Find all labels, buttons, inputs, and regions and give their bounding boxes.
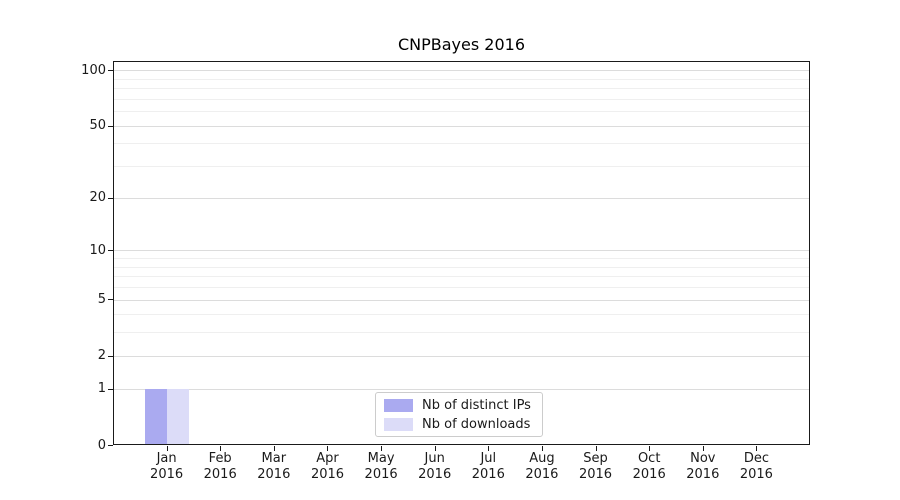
- y-tick-mark: [108, 198, 113, 199]
- x-tick-mark: [327, 446, 328, 451]
- x-axis-tick-label: Jul 2016: [471, 451, 505, 482]
- y-axis-tick-label: 1: [97, 381, 106, 397]
- x-axis-tick-label: Oct 2016: [632, 451, 666, 482]
- minor-gridline: [114, 143, 809, 145]
- x-axis-tick-label: Jan 2016: [150, 451, 184, 482]
- legend-swatch-distinct-ips: [384, 398, 413, 412]
- x-axis-tick-label: Apr 2016: [310, 451, 345, 482]
- x-axis-tick-label: Jun 2016: [418, 451, 452, 482]
- y-tick-mark: [108, 299, 113, 300]
- x-tick-mark: [274, 446, 275, 451]
- y-axis-tick-label: 5: [97, 292, 106, 307]
- y-axis-tick-label: 20: [89, 190, 106, 206]
- y-tick-mark: [108, 126, 113, 127]
- minor-gridline: [114, 332, 809, 334]
- minor-gridline: [114, 98, 809, 100]
- x-axis-tick-label: May 2016: [364, 451, 398, 482]
- x-tick-mark: [756, 446, 757, 451]
- bar-distinct-ips: [144, 388, 167, 445]
- major-gridline: [114, 197, 809, 199]
- x-axis-tick-label: Sep 2016: [578, 451, 613, 482]
- x-tick-mark: [542, 446, 543, 451]
- y-axis-tick-label: 0: [97, 437, 106, 453]
- plot-border: [113, 61, 810, 445]
- legend-swatch-downloads: [384, 417, 413, 431]
- y-axis-tick-label: 100: [81, 62, 106, 78]
- x-tick-mark: [596, 446, 597, 451]
- x-tick-mark: [381, 446, 382, 451]
- x-tick-mark: [435, 446, 436, 451]
- y-axis-tick-label: 2: [97, 348, 106, 364]
- major-gridline: [114, 250, 809, 252]
- minor-gridline: [114, 266, 809, 268]
- x-tick-mark: [649, 446, 650, 451]
- minor-gridline: [114, 78, 809, 80]
- major-gridline: [114, 70, 809, 72]
- minor-gridline: [114, 88, 809, 89]
- legend: Nb of distinct IPs Nb of downloads: [375, 392, 543, 437]
- x-tick-mark: [167, 446, 168, 451]
- major-gridline: [114, 388, 809, 390]
- y-tick-mark: [108, 356, 113, 357]
- x-tick-mark: [220, 446, 221, 451]
- bar-downloads: [166, 388, 189, 445]
- major-gridline: [114, 125, 809, 127]
- y-tick-mark: [108, 250, 113, 251]
- minor-gridline: [114, 111, 809, 113]
- minor-gridline: [114, 314, 809, 316]
- x-axis-tick-label: Mar 2016: [257, 451, 291, 482]
- legend-label-distinct-ips: Nb of distinct IPs: [422, 397, 531, 413]
- minor-gridline: [114, 258, 809, 259]
- minor-gridline: [114, 166, 809, 168]
- y-axis-tick-label: 50: [89, 118, 106, 134]
- y-tick-mark: [108, 445, 113, 446]
- x-axis-tick-label: Feb 2016: [203, 451, 237, 482]
- y-tick-mark: [108, 389, 113, 390]
- legend-item-downloads: Nb of downloads: [384, 417, 542, 432]
- legend-label-downloads: Nb of downloads: [422, 416, 531, 432]
- minor-gridline: [114, 286, 809, 288]
- major-gridline: [114, 355, 809, 357]
- minor-gridline: [114, 276, 809, 278]
- x-axis-tick-label: Aug 2016: [525, 451, 559, 482]
- x-axis-tick-label: Dec 2016: [739, 451, 773, 482]
- x-axis-tick-label: Nov 2016: [686, 451, 720, 482]
- y-axis-tick-label: 10: [89, 242, 106, 258]
- chart-title: CNPBayes 2016: [397, 35, 526, 54]
- y-tick-mark: [108, 70, 113, 71]
- x-tick-mark: [703, 446, 704, 451]
- legend-item-distinct-ips: Nb of distinct IPs: [384, 398, 542, 413]
- x-tick-mark: [488, 446, 489, 451]
- major-gridline: [114, 299, 809, 301]
